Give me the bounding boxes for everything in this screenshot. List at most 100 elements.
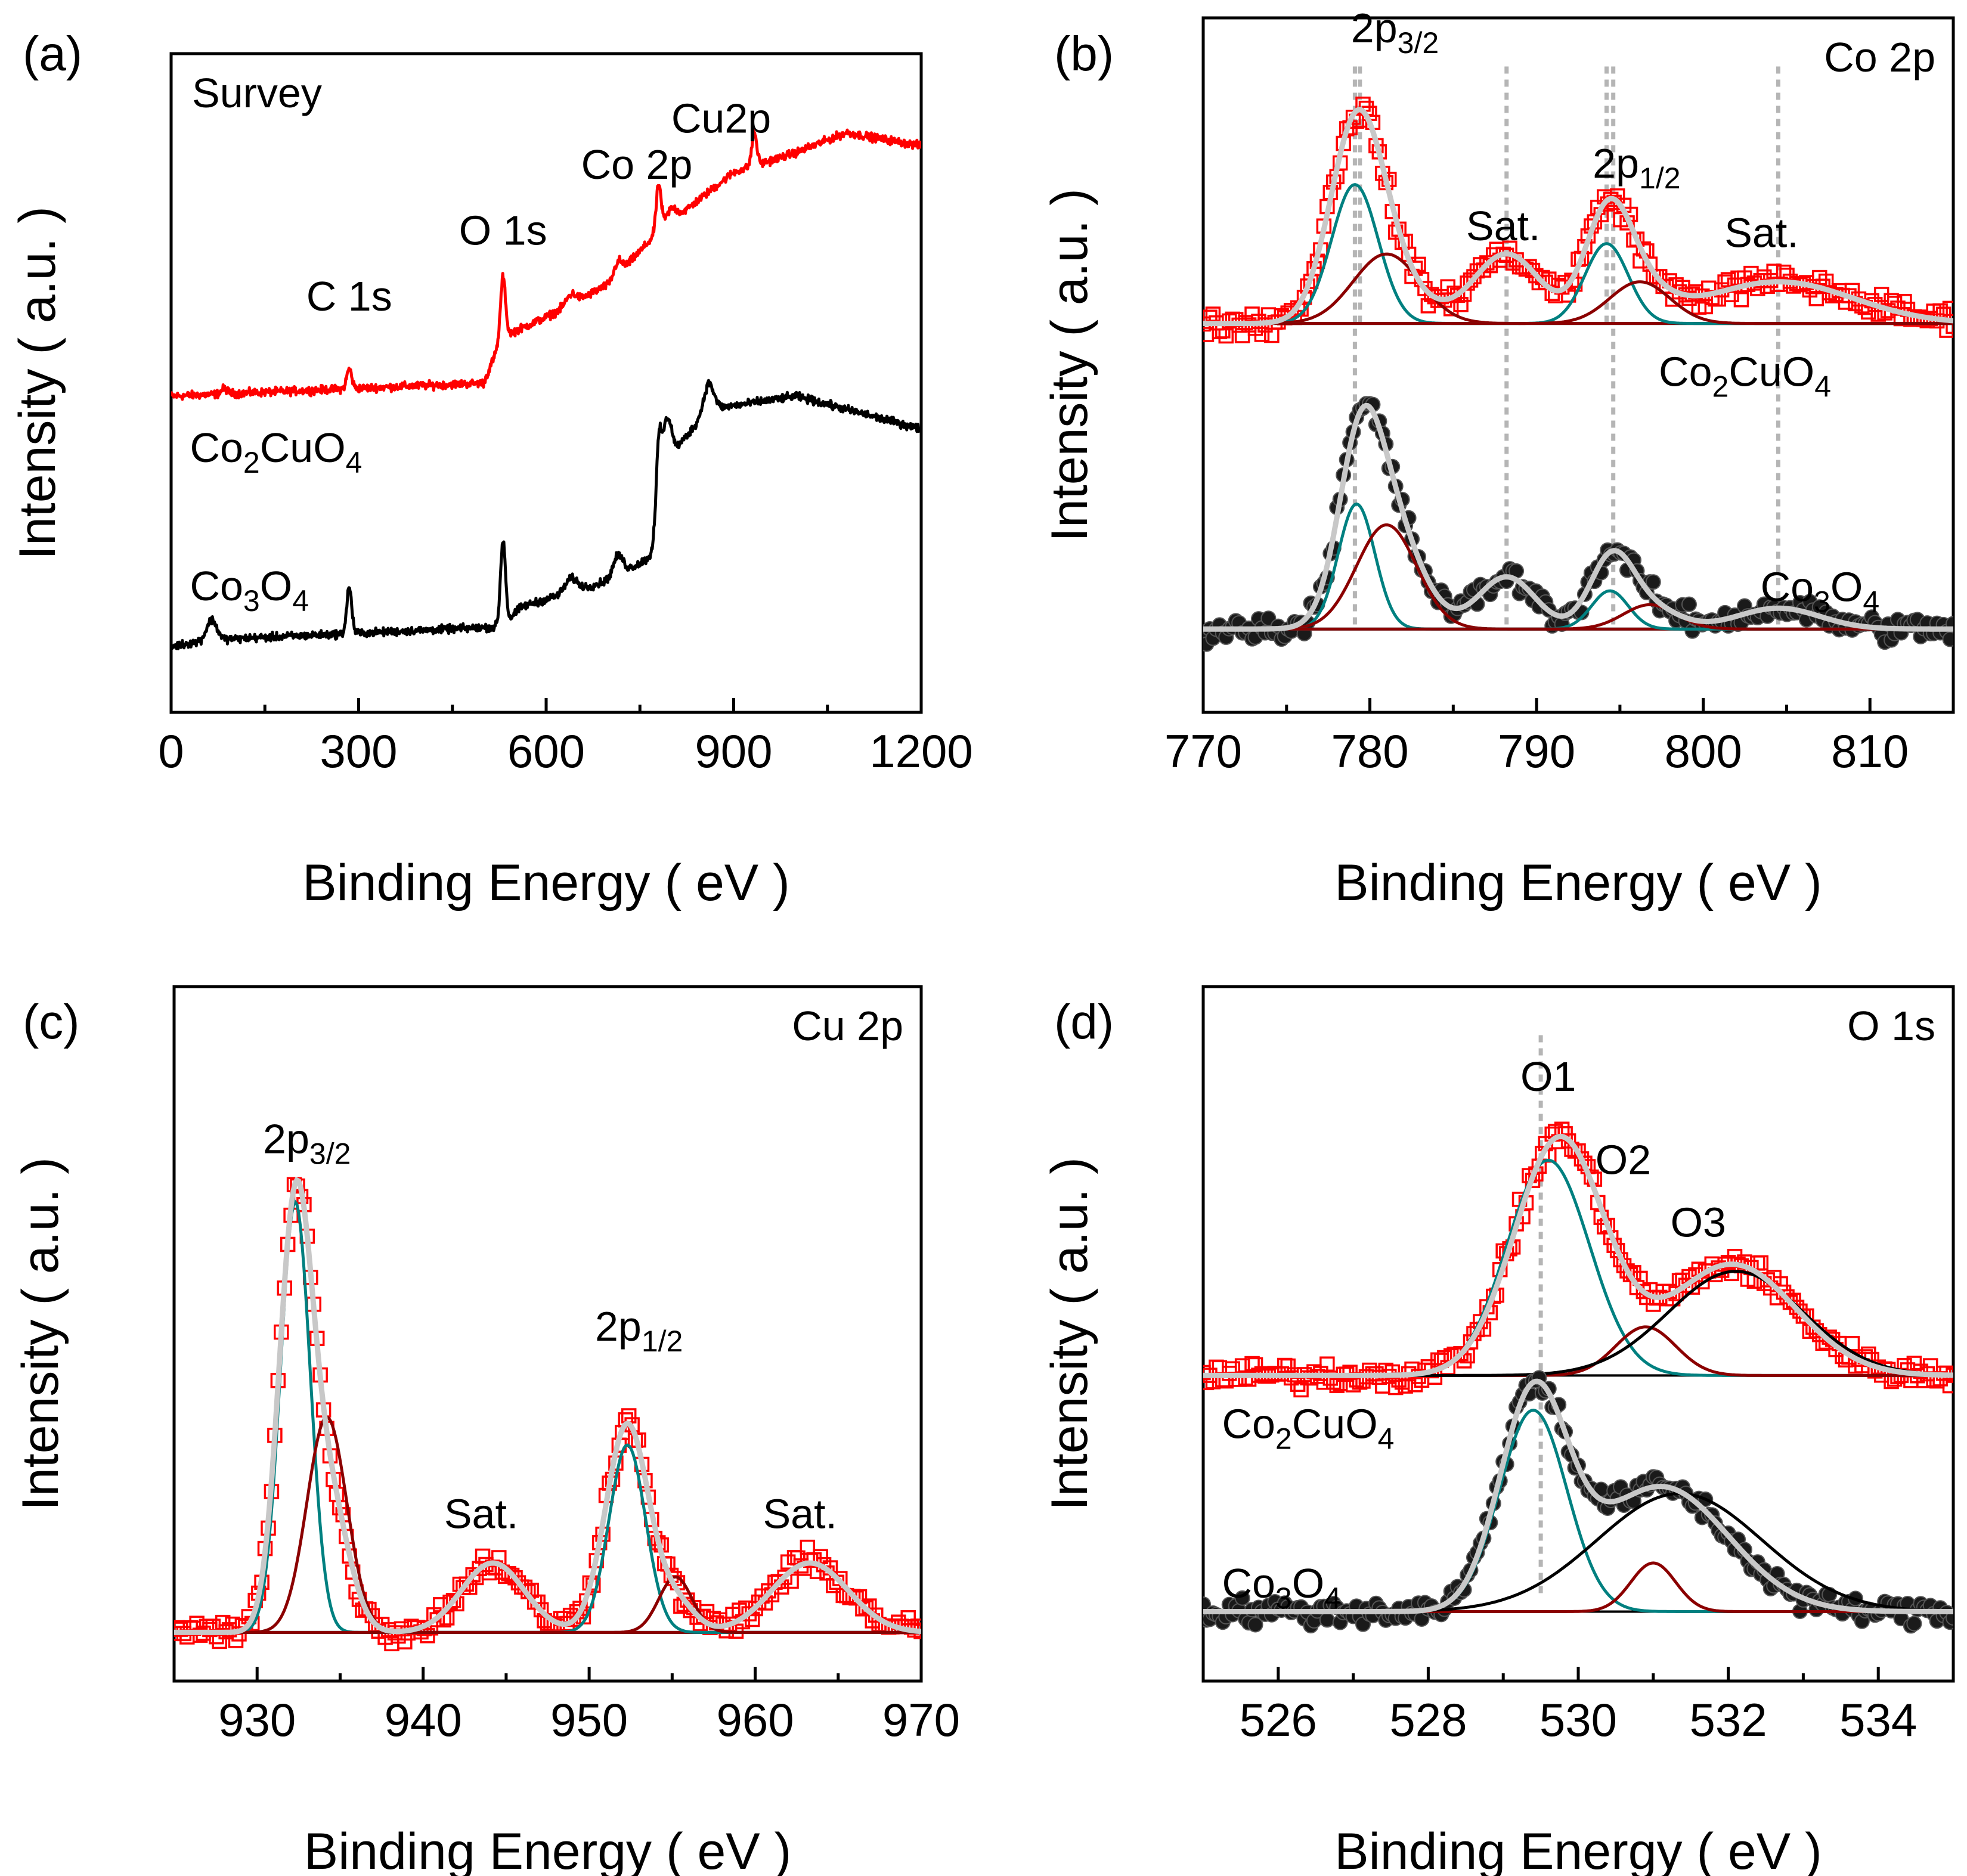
x-tick-label: 970 [882, 1694, 960, 1746]
y-axis-label: Intensity ( a.u. ) [12, 1157, 69, 1511]
x-tick-label: 900 [695, 725, 772, 777]
panel-label: (d) [1054, 995, 1114, 1049]
data-point [1922, 1358, 1938, 1373]
series-Co3O4 [1203, 1370, 1953, 1634]
survey-line [171, 379, 921, 650]
peak-annotation: O1 [1520, 1053, 1576, 1100]
plot-frame [169, 52, 923, 714]
x-tick-label: 526 [1240, 1694, 1317, 1746]
orbital-label: 2p3/2 [263, 1116, 351, 1171]
data-point [621, 1408, 637, 1424]
panel-label: (a) [23, 27, 82, 81]
fit-envelope [1203, 1133, 1953, 1378]
x-tick-label: 960 [716, 1694, 794, 1746]
x-tick-label: 528 [1389, 1694, 1467, 1746]
series-Co2CuO4 [1203, 97, 1953, 344]
x-axis-label: Binding Energy ( eV ) [304, 1823, 791, 1876]
data-point [1205, 306, 1221, 322]
panel-label: (c) [23, 995, 80, 1049]
data-point [1247, 1617, 1263, 1633]
fit-envelope [174, 1176, 921, 1635]
corner-label: Survey [192, 70, 322, 116]
x-tick-label: 930 [218, 1694, 296, 1746]
sample-label: Co2CuO4 [190, 424, 362, 479]
peak-annotation: Sat. [1466, 203, 1541, 249]
corner-label: Co 2p [1824, 34, 1935, 80]
peak-annotation: Sat. [763, 1491, 837, 1537]
x-tick-label: 1200 [869, 725, 973, 777]
plot-area [171, 128, 921, 650]
plot-area [1203, 66, 1953, 652]
data-point [1942, 1378, 1953, 1394]
data-point [1645, 574, 1661, 590]
data-point [475, 1548, 491, 1564]
x-tick-label: 0 [158, 725, 184, 777]
series-Co2CuO4 [174, 1176, 921, 1652]
x-axis-label: Binding Energy ( eV ) [1334, 854, 1822, 911]
data-point [1218, 328, 1234, 344]
peak-annotation: O3 [1671, 1199, 1726, 1245]
plot-area [174, 1176, 921, 1652]
x-tick-label: 780 [1331, 725, 1408, 777]
data-point [1234, 1590, 1250, 1606]
panel-b: 770 780 790 800 810 Binding Energy ( eV ) Inte… [1041, 5, 1955, 911]
data-point [1453, 297, 1469, 312]
x-axis: 526 528 530 532 534 [1240, 1667, 1917, 1746]
x-tick-label: 534 [1839, 1694, 1917, 1746]
x-tick-label: 810 [1831, 725, 1909, 777]
sample-label: Co2CuO4 [1222, 1400, 1394, 1455]
data-point [1942, 631, 1953, 647]
x-tick-label: 530 [1539, 1694, 1617, 1746]
fit-envelope [1203, 1378, 1953, 1614]
data-point [1753, 1255, 1769, 1271]
sample-label: Co3O4 [1761, 564, 1880, 619]
peak-annotation: C 1s [306, 273, 392, 320]
fit-component [1203, 603, 1953, 631]
x-tick-label: 770 [1164, 725, 1242, 777]
data-point [1844, 1336, 1860, 1351]
x-tick-label: 300 [320, 725, 397, 777]
series-Co2CuO4 [1203, 1121, 1953, 1398]
data-point [397, 1634, 413, 1649]
data-point [1897, 294, 1912, 309]
data-point [1681, 596, 1697, 612]
orbital-label: 2p3/2 [1351, 5, 1439, 60]
x-tick-label: 950 [550, 1694, 628, 1746]
peak-annotation: Sat. [1724, 209, 1799, 256]
x-axis: 770 780 790 800 810 [1164, 698, 1909, 777]
peak-annotation: Cu2p [671, 95, 771, 142]
survey-line [171, 128, 921, 401]
x-axis-label: Binding Energy ( eV ) [302, 854, 789, 911]
data-point [1946, 318, 1953, 334]
corner-label: O 1s [1847, 1003, 1935, 1049]
fit-envelope [1203, 402, 1953, 632]
data-point [420, 1628, 435, 1644]
data-point [445, 1593, 461, 1608]
peak-annotation: O2 [1596, 1137, 1651, 1183]
fit-component [1203, 1270, 1953, 1377]
panel-a: 0 300 600 900 1200 Binding Energy ( eV ) Inten… [9, 27, 973, 911]
series-Co3O4 [1203, 396, 1953, 652]
data-point [1564, 272, 1579, 288]
x-tick-label: 940 [385, 1694, 462, 1746]
y-axis-label: Intensity ( a.u. ) [1041, 188, 1098, 542]
series-Co3O4 [171, 379, 921, 650]
sample-label: Co3O4 [190, 563, 309, 618]
x-tick-label: 600 [507, 725, 585, 777]
data-point [1254, 327, 1270, 342]
data-point [783, 1573, 799, 1589]
plot-frame [1201, 16, 1955, 714]
fit-component [1203, 280, 1953, 325]
panel-c: 930 940 950 960 970 Binding Energy ( eV ) Inte… [12, 985, 960, 1876]
plot-frame [172, 985, 923, 1683]
peak-annotation: O 1s [459, 207, 547, 253]
x-tick-label: 800 [1665, 725, 1742, 777]
orbital-label: 2p1/2 [595, 1303, 683, 1358]
data-point [1942, 300, 1953, 317]
x-tick-label: 532 [1690, 1694, 1767, 1746]
x-axis: 930 940 950 960 970 [218, 1667, 960, 1746]
fit-component [174, 1575, 921, 1634]
x-tick-label: 790 [1498, 725, 1575, 777]
data-point [1733, 292, 1749, 308]
